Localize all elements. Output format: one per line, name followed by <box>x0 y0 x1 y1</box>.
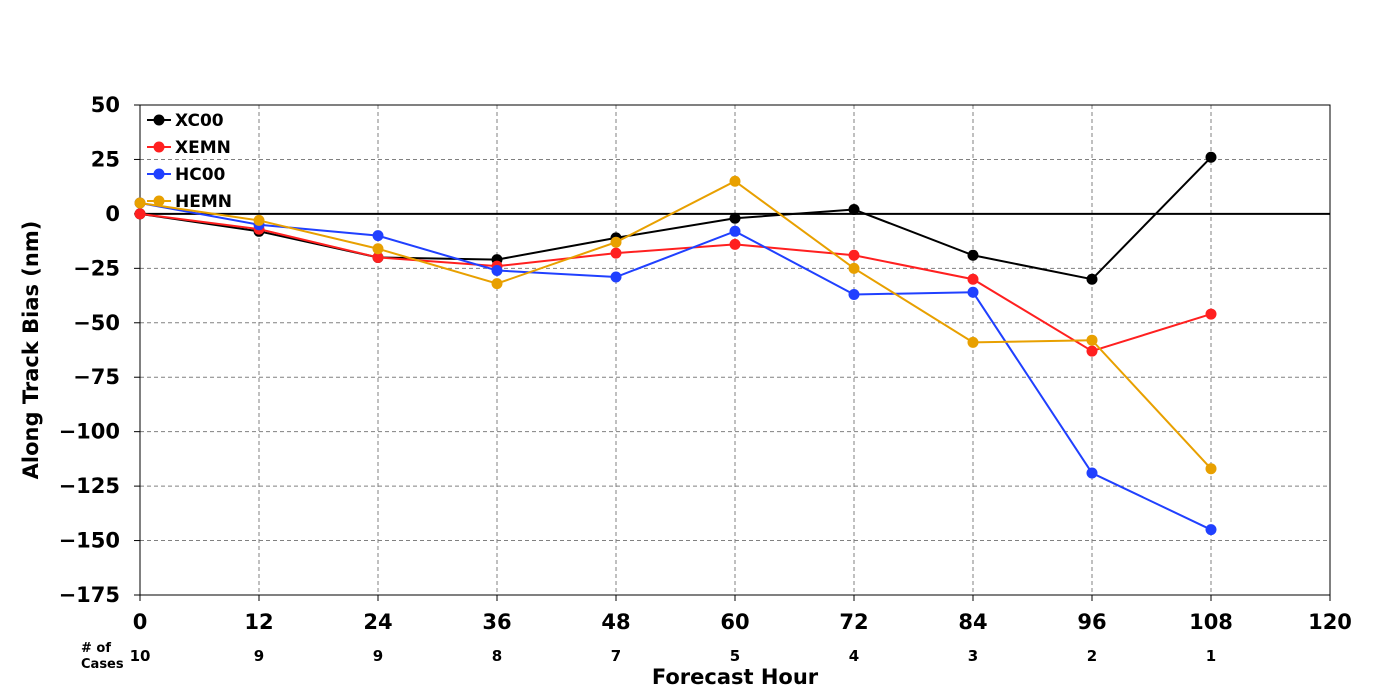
data-point-xemn <box>610 247 622 259</box>
legend-marker <box>153 195 165 207</box>
series-line-xemn <box>139 212 1212 353</box>
data-point-hemn <box>134 197 146 209</box>
cases-count-label: 5 <box>730 647 740 665</box>
data-point-hemn <box>967 336 979 348</box>
series-layer <box>134 151 1217 536</box>
x-tick-label: 120 <box>1308 610 1352 634</box>
x-tick-label: 108 <box>1189 610 1233 634</box>
data-point-hc00 <box>372 230 384 242</box>
cases-count-label: 9 <box>373 647 383 665</box>
data-point-xc00 <box>1086 273 1098 285</box>
data-point-hc00 <box>967 286 979 298</box>
x-axis-title: Forecast Hour <box>652 665 819 689</box>
legend-marker <box>153 141 165 153</box>
cases-title-line2: Cases <box>81 657 124 672</box>
data-point-hc00 <box>1086 467 1098 479</box>
cases-count-label: 10 <box>130 647 151 665</box>
cases-title-line1: # of <box>81 641 111 656</box>
cases-count-label: 3 <box>968 647 978 665</box>
data-point-xemn <box>848 249 860 261</box>
data-point-hemn <box>1205 463 1217 475</box>
cases-count-label: 4 <box>849 647 859 665</box>
data-point-xemn <box>372 251 384 263</box>
data-point-xemn <box>1205 308 1217 320</box>
x-tick-label: 96 <box>1077 610 1106 634</box>
data-point-hemn <box>491 278 503 290</box>
data-point-hc00 <box>1205 524 1217 536</box>
series-line-xc00 <box>139 156 1212 281</box>
axes-layer: 0 12 24 36 48 60 72 84 96 108 12050250−25−50−75−10… <box>59 93 1352 665</box>
x-tick-label: 0 <box>133 610 148 634</box>
y-tick-label: 0 <box>105 202 120 226</box>
data-point-xc00 <box>848 204 860 216</box>
y-tick-label: −150 <box>59 529 120 553</box>
y-tick-label: −100 <box>59 420 120 444</box>
y-tick-label: 25 <box>91 147 120 171</box>
data-point-hemn <box>729 175 741 187</box>
data-point-hc00 <box>610 271 622 283</box>
x-tick-label: 36 <box>482 610 511 634</box>
data-point-hc00 <box>491 265 503 277</box>
legend-marker <box>153 168 165 180</box>
legend-label: XEMN <box>175 138 231 158</box>
cases-count-label: 8 <box>492 647 502 665</box>
legend-label: XC00 <box>175 111 224 131</box>
y-tick-label: 50 <box>91 93 120 117</box>
x-tick-label: 12 <box>244 610 273 634</box>
data-point-hc00 <box>729 225 741 237</box>
data-point-hemn <box>1086 334 1098 346</box>
x-tick-label: 48 <box>601 610 630 634</box>
cases-count-label: 7 <box>611 647 621 665</box>
legend-label: HEMN <box>175 192 232 212</box>
data-point-hemn <box>372 243 384 255</box>
data-point-xemn <box>729 238 741 250</box>
grid-layer <box>140 105 1330 595</box>
series-line-hemn <box>139 180 1212 470</box>
data-point-hemn <box>848 262 860 274</box>
legend-label: HC00 <box>175 165 226 185</box>
data-point-hemn <box>253 214 265 226</box>
y-tick-label: −50 <box>73 311 120 335</box>
y-tick-label: −25 <box>73 256 120 280</box>
y-tick-label: −75 <box>73 365 120 389</box>
data-point-xemn <box>134 208 146 220</box>
data-point-xc00 <box>729 212 741 224</box>
legend-marker <box>153 114 165 126</box>
y-axis-title: Along Track Bias (nm) <box>19 221 43 480</box>
y-tick-label: −125 <box>59 474 120 498</box>
x-tick-label: 72 <box>839 610 868 634</box>
data-point-hc00 <box>848 288 860 300</box>
legend: XC00 XEMN HC00 HEMN <box>147 111 232 212</box>
series-line-hc00 <box>139 202 1212 531</box>
data-point-xemn <box>967 273 979 285</box>
data-point-xc00 <box>967 249 979 261</box>
data-point-xc00 <box>1205 151 1217 163</box>
cases-count-label: 9 <box>254 647 264 665</box>
data-point-xemn <box>1086 345 1098 357</box>
x-tick-label: 24 <box>363 610 392 634</box>
x-tick-label: 60 <box>720 610 749 634</box>
cases-count-label: 1 <box>1206 647 1216 665</box>
y-tick-label: −175 <box>59 583 120 607</box>
data-point-hemn <box>610 236 622 248</box>
x-tick-label: 84 <box>958 610 987 634</box>
cases-count-label: 2 <box>1087 647 1097 665</box>
